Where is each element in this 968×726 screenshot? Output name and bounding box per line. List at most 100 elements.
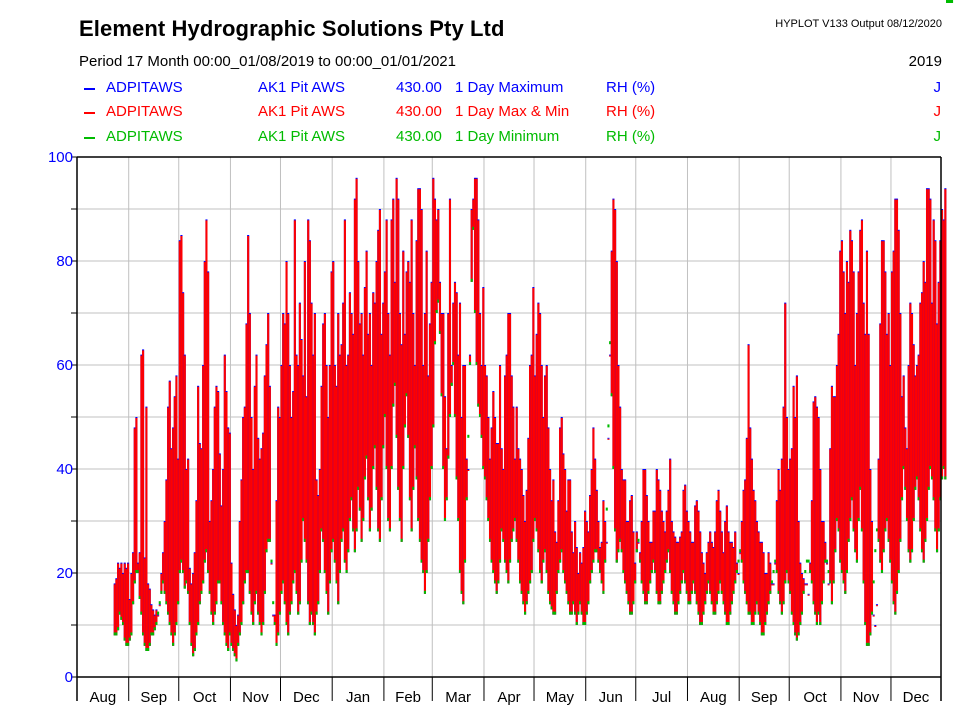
x-tick-label: Mar — [445, 689, 471, 706]
maxmin-bar — [849, 230, 852, 522]
maxmin-bar — [907, 366, 910, 553]
min-bar — [842, 580, 845, 584]
min-bar — [195, 632, 198, 636]
maxmin-bar — [453, 282, 457, 417]
maxmin-bar — [278, 418, 281, 615]
min-bar — [834, 549, 837, 553]
min-bar — [917, 497, 920, 501]
min-bar — [218, 580, 221, 584]
min-bar — [217, 580, 220, 584]
min-bar — [946, 0, 949, 3]
x-tick-label: Dec — [293, 689, 320, 706]
maxmin-bar — [405, 272, 408, 397]
min-bar — [462, 601, 465, 605]
maxmin-bar — [629, 501, 632, 615]
maxmin-bar — [522, 496, 525, 605]
min-bar — [537, 549, 540, 553]
min-bar — [754, 611, 757, 615]
min-bar — [727, 622, 730, 625]
maxmin-bar — [632, 532, 635, 605]
min-bar — [145, 648, 148, 651]
min-bar — [410, 528, 413, 532]
min-bar — [358, 507, 361, 511]
maxmin-bar — [730, 542, 733, 605]
min-bar — [517, 559, 520, 563]
axis-labels: 0 20 40 60 80 100 Aug Sep Oct Nov Dec Jan Feb Mar Apr M… — [48, 149, 930, 706]
min-bar — [765, 611, 768, 615]
maxmin-bar — [569, 480, 572, 615]
maxmin-bar — [757, 532, 760, 615]
min-bar — [187, 590, 190, 594]
maxmin-bar — [117, 563, 120, 631]
maxmin-bar — [587, 532, 590, 605]
maxmin-bar — [560, 418, 563, 553]
min-bar — [809, 570, 812, 573]
min-bar — [579, 601, 582, 605]
min-bar — [787, 580, 790, 584]
maxmin-bar — [787, 470, 790, 584]
min-bar — [660, 590, 663, 594]
min-bar — [163, 590, 166, 594]
maxmin-bar — [662, 522, 665, 584]
maxmin-bar — [298, 303, 301, 605]
min-bar — [262, 622, 265, 625]
maxmin-bar — [775, 501, 778, 573]
min-bar — [667, 549, 670, 553]
min-bar — [769, 590, 772, 594]
maxmin-bar — [200, 449, 203, 594]
min-bar — [115, 632, 118, 636]
min-bar — [352, 528, 355, 532]
min-bar — [640, 580, 643, 584]
maxmin-bar — [847, 282, 850, 542]
maxmin-bar — [263, 376, 266, 594]
min-bar — [350, 497, 353, 501]
maxmin-bar — [912, 345, 915, 521]
maxmin-bar — [233, 610, 236, 657]
maxmin-bar — [564, 470, 567, 584]
min-bar — [592, 559, 595, 563]
maxmin-bar — [685, 511, 688, 594]
min-bar — [724, 611, 727, 615]
maxmin-bar — [835, 366, 838, 521]
maxmin-bar — [412, 314, 415, 490]
min-bar — [795, 637, 798, 641]
min-bar — [392, 403, 395, 407]
maxmin-bar — [760, 542, 763, 636]
maxmin-bar — [457, 355, 460, 521]
min-bar — [685, 590, 688, 594]
maxmin-bar — [809, 563, 812, 573]
min-bar — [850, 497, 853, 501]
maxmin-bar — [627, 522, 630, 605]
maxmin-bar — [133, 428, 136, 584]
maxmin-bar — [253, 386, 256, 605]
max-bar — [874, 625, 877, 626]
min-bar — [874, 549, 877, 553]
min-bar — [418, 538, 421, 542]
maxmin-bar — [692, 542, 695, 584]
maxmin-bar — [784, 303, 787, 584]
y-tick-label: 100 — [48, 149, 73, 166]
maxmin-bar — [919, 303, 922, 532]
maxmin-bar — [687, 522, 690, 605]
maxmin-bar — [782, 407, 785, 605]
min-bar — [639, 559, 642, 563]
min-bar — [355, 528, 358, 532]
min-bar — [807, 559, 810, 563]
min-bar — [365, 455, 368, 459]
legend-entry-maximum: ADPITAWS AK1 Pit AWS 430.00 1 Day Maximu… — [84, 79, 944, 99]
maxmin-bar — [555, 542, 558, 594]
maxmin-bar — [894, 199, 897, 615]
maxmin-bar — [175, 376, 178, 625]
min-bar — [590, 570, 593, 573]
min-bar — [672, 601, 675, 605]
min-bar — [915, 476, 919, 480]
maxmin-bar — [342, 303, 345, 532]
min-bar — [569, 611, 572, 615]
maxmin-bar — [258, 459, 261, 625]
maxmin-bar — [215, 386, 218, 605]
maxmin-bar — [252, 470, 255, 625]
maxmin-bar — [240, 480, 243, 625]
maxmin-bar — [418, 189, 421, 542]
maxmin-bar — [879, 324, 882, 563]
maxmin-bar — [519, 459, 522, 584]
